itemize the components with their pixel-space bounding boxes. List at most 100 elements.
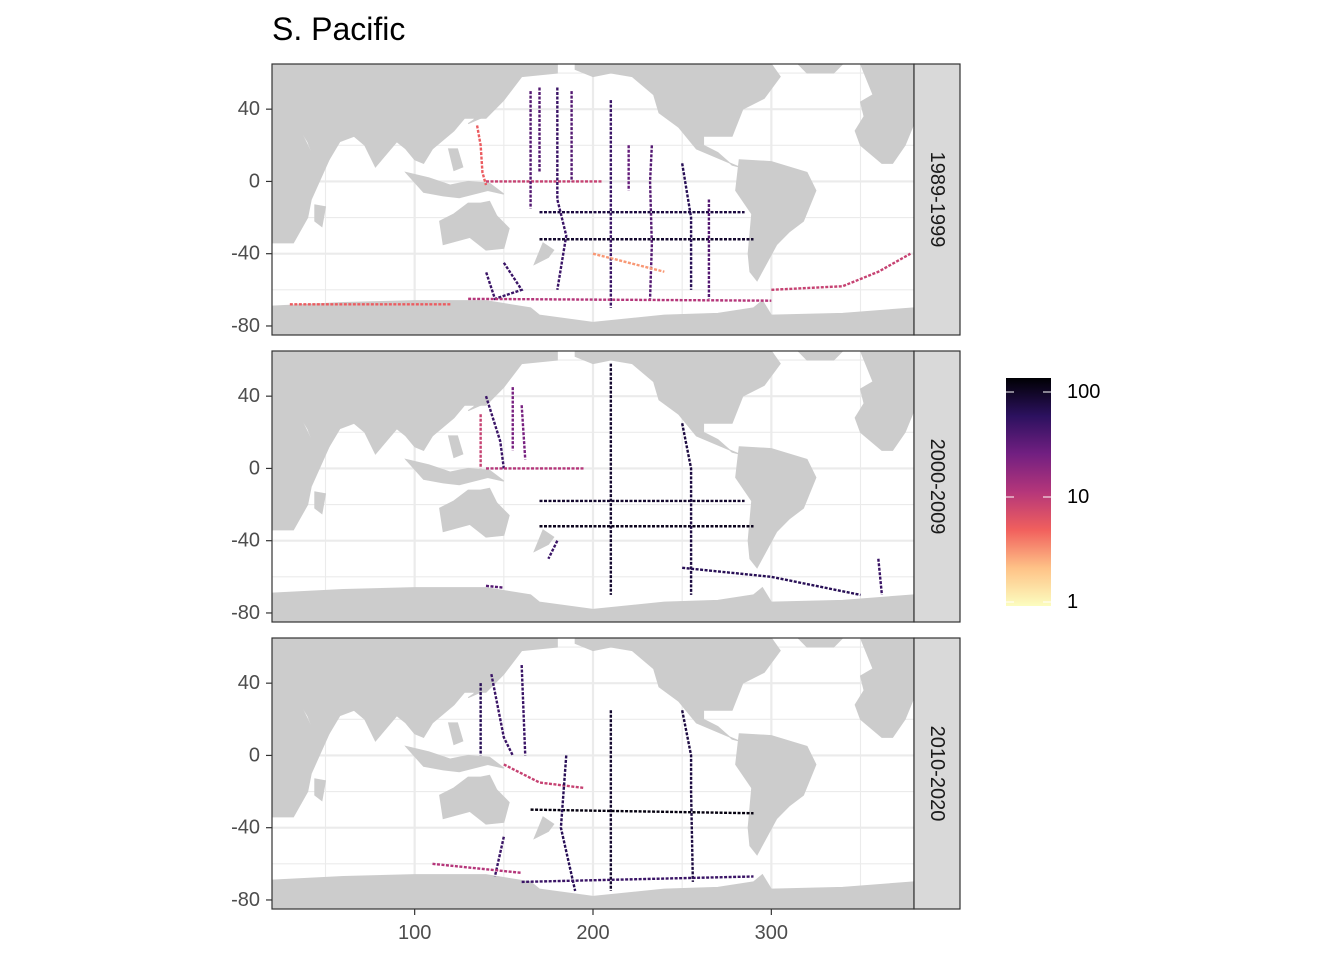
madagascar-landmass [314,204,327,228]
y-tick-label: 0 [249,744,260,766]
x-tick-label: 200 [576,922,609,944]
y-tick-label: -40 [231,817,260,839]
y-axis: 40 0 -40 -80 [231,672,272,911]
y-tick-label: -40 [231,243,260,265]
track-17 [771,252,912,292]
x-tick-label: 300 [755,922,788,944]
track-layer [479,363,884,597]
track-12 [680,163,693,290]
strip-label: 2000-2009 [926,439,948,535]
track-11 [432,862,522,875]
track-16 [468,297,772,302]
land-layer [272,638,914,909]
colorbar-label: 10 [1067,486,1089,508]
track-7 [680,710,695,882]
track-8 [559,755,577,892]
track-14 [484,262,524,301]
greenland-landmass [797,638,844,648]
strip-label: 1989-1999 [926,152,948,248]
track-layer [289,87,912,308]
y-tick-label: 40 [238,385,260,407]
track-12 [877,558,884,596]
track-10 [521,875,754,884]
colorbar-label: 100 [1067,381,1100,403]
europe-africa-east-landmass [854,64,914,164]
track-2 [490,673,514,756]
south-america-landmass [735,733,817,856]
land-layer [272,351,914,622]
facet-panel-2000-2009: 2000-2009 40 0 -40 -80 [231,350,961,624]
y-tick-label: 40 [238,672,260,694]
new-zealand-landmass [533,529,555,553]
facet-panels: 1989-1999400-40-802000-2009400-40-802010… [231,63,961,911]
track-2 [484,395,506,469]
track-layer [432,665,754,892]
japan-landmass [467,386,495,412]
philippines-landmass [447,722,464,746]
new-zealand-landmass [533,816,555,840]
colorbar [1006,378,1051,606]
europe-africa-east-landmass [854,351,914,451]
colorbar-label: 1 [1067,591,1078,613]
europe-africa-east-landmass [854,638,914,738]
antarctica-landmass [272,873,914,909]
strip-label: 2010-2020 [926,726,948,822]
track-6 [530,808,754,815]
facet-strip: 1989-1999 [913,63,961,336]
philippines-landmass [447,435,464,459]
indonesia-landmass [404,745,505,773]
facet-panel-1989-1999: 1989-1999 40 0 -40 -80 [231,63,961,337]
track-18 [592,252,665,273]
facet-strip: 2000-2009 [913,350,961,623]
y-axis: 40 0 -40 -80 [231,98,272,337]
track-9 [648,145,654,299]
japan-landmass [467,99,495,125]
y-tick-label: -80 [231,889,260,911]
antarctica-landmass [272,299,914,335]
australia-landmass [439,487,510,538]
chart-title: S. Pacific [272,11,405,47]
y-tick-label: -80 [231,315,260,337]
y-tick-label: 40 [238,98,260,120]
asia-landmass [272,64,558,168]
south-america-landmass [735,159,817,282]
south-america-landmass [735,446,817,569]
track-10 [547,540,559,560]
africa-landmass [272,123,330,244]
madagascar-landmass [314,778,327,802]
x-axis: 100 200 300 [398,909,788,944]
north-america-landmass [574,64,781,168]
australia-landmass [439,774,510,825]
track-3 [520,665,527,756]
strip-background [913,637,961,910]
track-13 [485,584,504,589]
track-9 [680,423,693,595]
greenland-landmass [797,351,844,361]
y-tick-label: -40 [231,530,260,552]
track-5 [556,87,568,291]
greenland-landmass [797,64,844,74]
strip-background [913,63,961,336]
facet-strip: 2010-2020 [913,637,961,910]
y-tick-label: -80 [231,602,260,624]
australia-landmass [439,200,510,251]
y-tick-label: 0 [249,457,260,479]
asia-landmass [272,638,558,742]
track-11 [682,566,861,597]
x-tick-label: 100 [398,922,431,944]
track-4 [503,763,585,790]
track-4 [520,405,527,460]
strip-background [913,350,961,623]
asia-landmass [272,351,558,455]
land-layer [272,64,914,335]
north-america-landmass [574,351,781,455]
track-1 [475,125,488,186]
new-zealand-landmass [533,242,555,266]
indonesia-landmass [404,458,505,486]
africa-landmass [272,410,330,531]
north-america-landmass [574,638,781,742]
philippines-landmass [447,148,464,172]
indonesia-landmass [404,171,505,199]
facet-panel-2010-2020: 2010-2020 40 0 -40 -80 [231,637,961,911]
